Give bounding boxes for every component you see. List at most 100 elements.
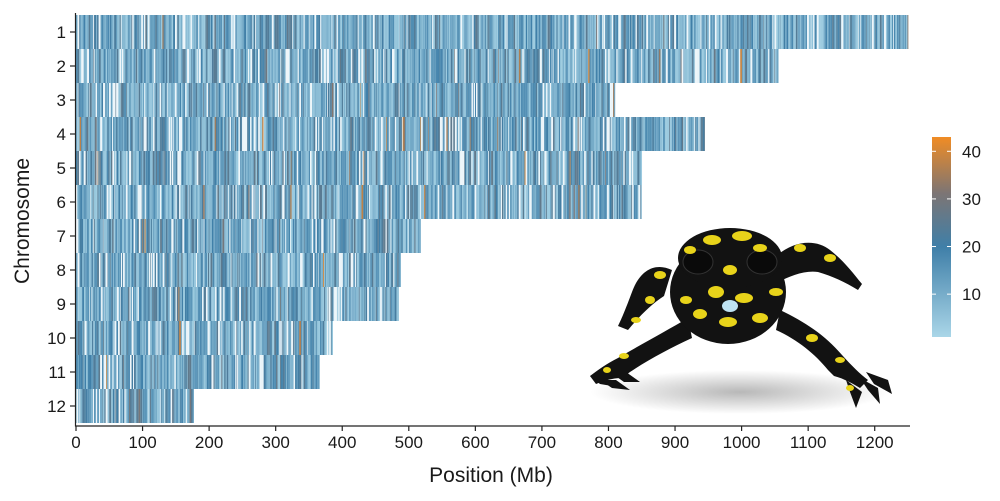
density-bin [118, 15, 120, 49]
density-bin [171, 185, 172, 219]
density-bin [513, 83, 515, 117]
density-bin [820, 15, 822, 49]
density-bin [81, 117, 84, 151]
density-bin [401, 151, 403, 185]
density-bin [204, 185, 206, 219]
density-bin [181, 83, 184, 117]
density-bin [338, 49, 340, 83]
density-bin [530, 83, 532, 117]
density-bin [491, 15, 493, 49]
density-bin [462, 151, 465, 185]
density-bin [311, 151, 313, 185]
density-bin [150, 389, 153, 423]
density-bin [277, 219, 279, 253]
density-bin [311, 117, 312, 151]
density-bin [427, 49, 430, 83]
density-bin [174, 219, 177, 253]
density-bin [386, 83, 388, 117]
density-bin [561, 49, 563, 83]
density-bin [259, 15, 262, 49]
density-bin [757, 15, 759, 49]
density-bin [205, 49, 207, 83]
density-bin [394, 151, 396, 185]
density-bin [603, 15, 604, 49]
density-bin [76, 253, 78, 287]
density-bin [103, 83, 105, 117]
density-bin [400, 15, 403, 49]
density-bin [120, 253, 123, 287]
density-bin [381, 83, 384, 117]
density-bin [501, 117, 504, 151]
density-bin [88, 355, 90, 389]
density-bin [320, 15, 322, 49]
density-bin [291, 151, 293, 185]
density-bin [166, 355, 168, 389]
density-bin [128, 15, 130, 49]
density-bin [307, 355, 309, 389]
density-bin [181, 151, 184, 185]
density-bin [247, 117, 249, 151]
density-bin [265, 83, 268, 117]
density-bin [584, 151, 586, 185]
density-bin [199, 117, 201, 151]
density-bin [413, 151, 415, 185]
density-bin [603, 49, 604, 83]
density-bin [800, 15, 802, 49]
density-bin [112, 15, 114, 49]
density-bin [494, 49, 497, 83]
density-bin [595, 117, 597, 151]
density-bin [222, 219, 225, 253]
density-bin [238, 49, 241, 83]
density-bin [166, 389, 168, 423]
density-bin [210, 151, 212, 185]
density-bin [187, 49, 190, 83]
density-bin [672, 15, 675, 49]
density-bin [115, 219, 118, 253]
density-bin [853, 15, 855, 49]
density-bin [554, 49, 556, 83]
density-bin [110, 287, 112, 321]
density-bin [702, 15, 704, 49]
density-bin [342, 83, 344, 117]
density-bin [676, 49, 679, 83]
density-bin [276, 219, 278, 253]
density-bin [631, 151, 634, 185]
density-bin [114, 151, 116, 185]
density-bin [351, 219, 353, 253]
density-bin [112, 287, 114, 321]
density-bin [141, 219, 143, 253]
density-bin [123, 15, 126, 49]
density-bin [90, 151, 93, 185]
colorbar-tick-label: 20 [962, 238, 981, 257]
density-bin [484, 15, 486, 49]
density-bin [124, 355, 126, 389]
density-bin [682, 15, 684, 49]
density-bin [180, 117, 183, 151]
density-bin [100, 151, 103, 185]
density-bin [281, 49, 282, 83]
density-bin [173, 117, 174, 151]
density-bin [126, 219, 128, 253]
density-bin [123, 355, 125, 389]
density-bin [219, 117, 221, 151]
density-bin [208, 15, 210, 49]
density-bin [415, 151, 417, 185]
density-bin [615, 117, 617, 151]
density-bin [243, 83, 244, 117]
density-bin [818, 15, 821, 49]
density-bin [363, 117, 365, 151]
density-bin [314, 15, 317, 49]
density-bin [398, 49, 400, 83]
density-bin [640, 151, 642, 185]
density-bin [303, 117, 305, 151]
density-bin [369, 83, 372, 117]
density-bin [208, 355, 210, 389]
density-bin [571, 151, 573, 185]
density-bin [282, 15, 285, 49]
density-bin [174, 49, 175, 83]
density-bin [252, 15, 254, 49]
density-bin [239, 185, 241, 219]
density-bin [337, 15, 339, 49]
density-bin [82, 355, 84, 389]
density-bin [636, 185, 638, 219]
